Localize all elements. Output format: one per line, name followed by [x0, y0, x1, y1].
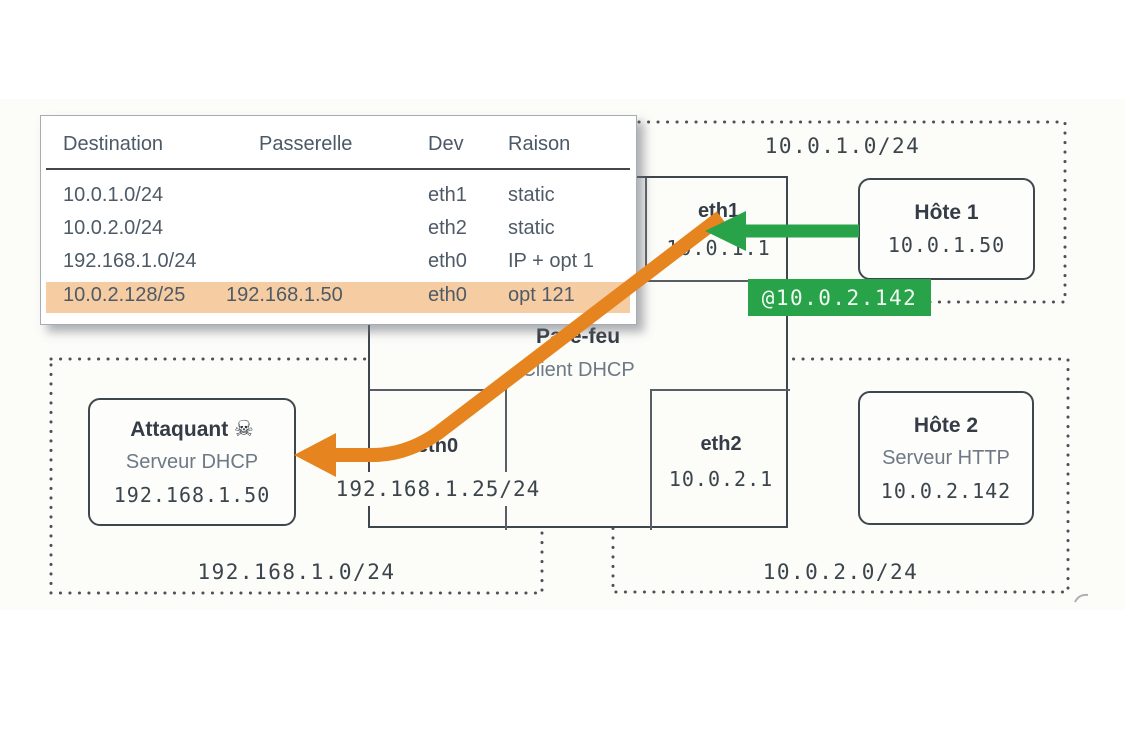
dhcp-offer-badge: @10.0.2.142 — [748, 279, 931, 316]
header-destination: Destination — [63, 133, 164, 155]
row2-raison: static — [508, 217, 555, 239]
header-divider — [46, 168, 630, 170]
eth0-label: eth0 — [416, 435, 459, 457]
eth1-label: eth1 — [697, 200, 740, 222]
row3-destination: 192.168.1.0/24 — [63, 250, 197, 272]
table-row: 10.0.1.0/24 eth1 static — [41, 179, 636, 212]
host2-title: Hôte 2 — [913, 413, 979, 437]
row1-dev: eth1 — [428, 184, 467, 206]
row2-dev: eth2 — [428, 217, 467, 239]
firewall-title: Pare-feu — [535, 325, 621, 348]
row2-destination: 10.0.2.0/24 — [63, 217, 164, 239]
host1-ip: 10.0.1.50 — [887, 233, 1006, 257]
attacker-ip: 192.168.1.50 — [113, 482, 271, 507]
header-dev: Dev — [428, 133, 464, 155]
firewall-eth1-cell: eth1 10.0.1.1 — [645, 178, 790, 282]
routing-table-header: Destination Passerelle Dev Raison — [41, 128, 636, 160]
attacker-title-text: Attaquant — [130, 417, 229, 441]
table-row-highlighted: 10.0.2.128/25 192.168.1.50 eth0 opt 121 — [41, 279, 636, 312]
host2-ip: 10.0.2.142 — [880, 478, 1012, 503]
table-row: 192.168.1.0/24 eth0 IP + opt 1 — [41, 245, 636, 278]
header-passerelle: Passerelle — [259, 133, 353, 155]
attacker-role: Serveur DHCP — [125, 450, 259, 473]
firewall-subtitle: Client DHCP — [521, 359, 635, 381]
row3-dev: eth0 — [428, 250, 467, 272]
row4-destination: 10.0.2.128/25 — [63, 284, 186, 306]
attacker-box: Attaquant ☠ Serveur DHCP 192.168.1.50 — [88, 398, 296, 526]
eth1-ip: 10.0.1.1 — [666, 236, 771, 260]
row1-raison: static — [508, 184, 555, 206]
subnet-label-lan: 192.168.1.0/24 — [197, 560, 396, 584]
firewall-eth2-cell: eth2 10.0.2.1 — [650, 389, 790, 530]
row4-passerelle: 192.168.1.50 — [226, 284, 343, 306]
eth2-ip: 10.0.2.1 — [668, 467, 774, 491]
firewall-eth0-cell: eth0 — [370, 389, 507, 530]
row4-raison: opt 121 — [508, 284, 575, 306]
subnet-label-net1: 10.0.1.0/24 — [764, 134, 921, 158]
attacker-title: Attaquant ☠ — [130, 413, 254, 446]
row4-dev: eth0 — [428, 284, 467, 306]
routing-table-popup: Destination Passerelle Dev Raison 10.0.1… — [40, 115, 637, 325]
table-row: 10.0.2.0/24 eth2 static — [41, 212, 636, 245]
host2-box: Hôte 2 Serveur HTTP 10.0.2.142 — [858, 391, 1034, 525]
subnet-label-net2: 10.0.2.0/24 — [762, 560, 919, 584]
skull-icon: ☠ — [234, 416, 254, 442]
eth2-label: eth2 — [700, 433, 742, 455]
eth0-ip-chip: 192.168.1.25/24 — [320, 472, 556, 506]
host1-box: Hôte 1 10.0.1.50 — [858, 178, 1035, 280]
host1-title: Hôte 1 — [914, 201, 979, 224]
row1-destination: 10.0.1.0/24 — [63, 184, 164, 206]
header-raison: Raison — [508, 133, 571, 155]
row3-raison: IP + opt 1 — [508, 250, 594, 272]
host2-role: Serveur HTTP — [882, 446, 1010, 469]
